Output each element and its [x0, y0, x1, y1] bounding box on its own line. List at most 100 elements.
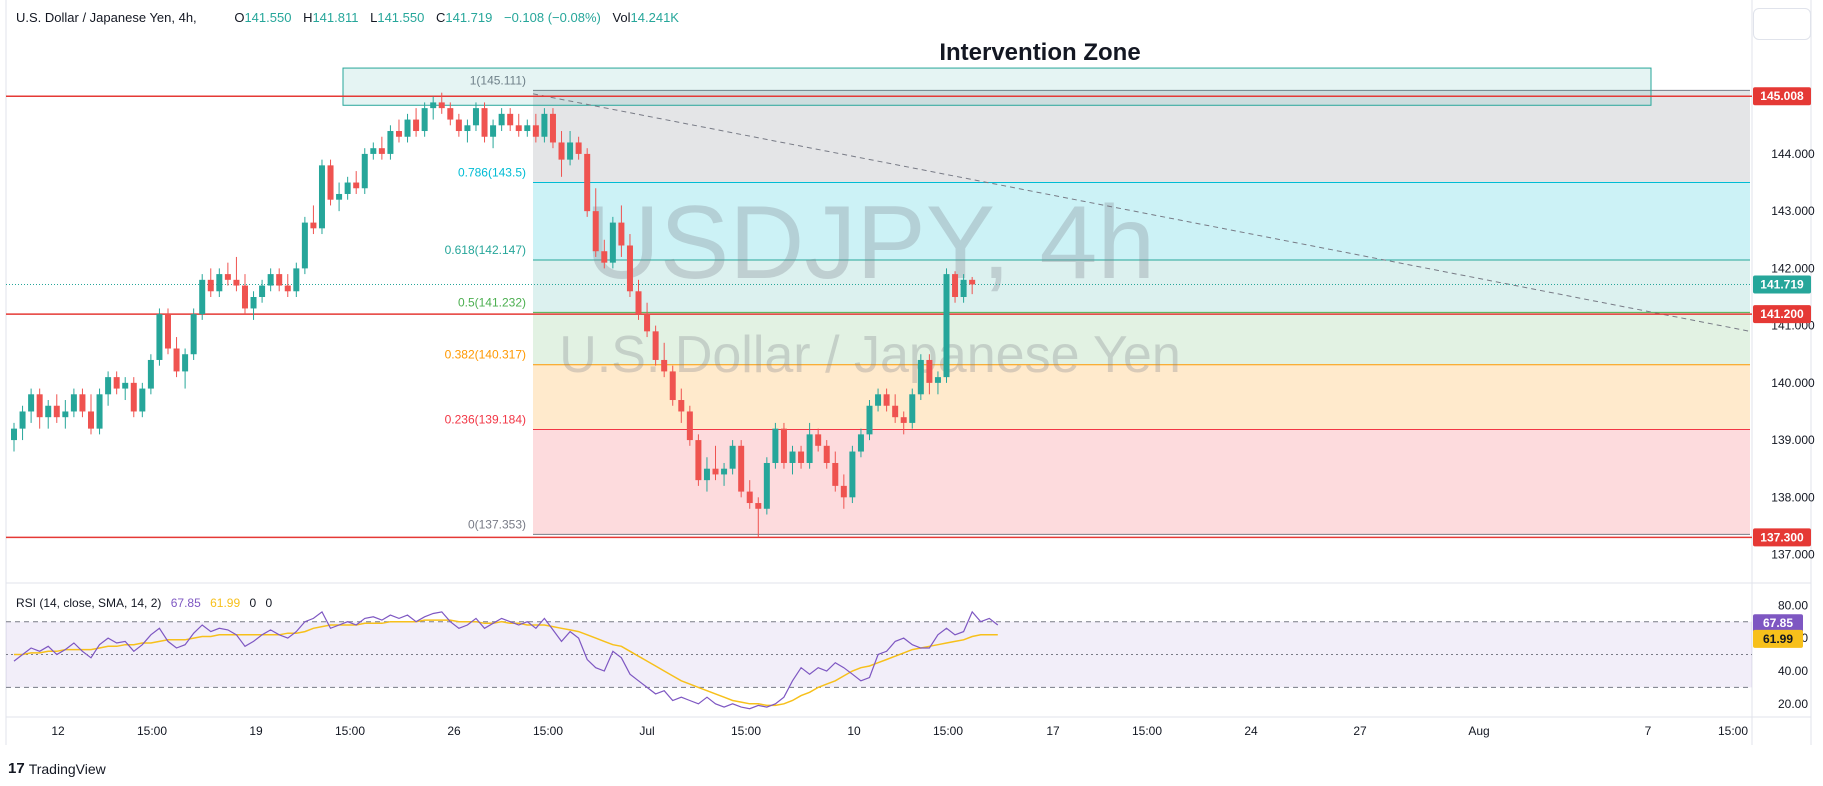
time-tick-label: 27	[1353, 724, 1367, 738]
rsi-zero-2: 0	[265, 596, 273, 610]
price-tick-label: 137.000	[1771, 548, 1815, 562]
candle-body	[336, 193, 343, 200]
price-label-text: 145.008	[1760, 89, 1804, 103]
candle-body	[772, 428, 779, 463]
candle-body	[960, 279, 967, 297]
candle-body	[301, 222, 308, 269]
candle-body	[969, 279, 976, 285]
candle-body	[447, 108, 454, 120]
candle-body	[875, 394, 882, 406]
candle-body	[11, 428, 17, 441]
candle-body	[344, 182, 351, 194]
watermark-subtitle: U.S. Dollar / Japanese Yen	[559, 326, 1181, 384]
fib-label-0.5: 0.5(141.232)	[458, 295, 526, 309]
candle-body	[652, 331, 659, 360]
price-label-text: 141.719	[1760, 277, 1804, 291]
candle-body	[464, 125, 471, 132]
candle-body	[455, 119, 462, 132]
candle-body	[729, 445, 736, 469]
time-tick-label: 15:00	[335, 724, 365, 738]
candle-body	[763, 462, 770, 509]
candle-body	[45, 405, 52, 418]
candle-body	[378, 148, 385, 154]
candle-body	[404, 119, 411, 137]
rsi-legend[interactable]: RSI (14, close, SMA, 14, 2) 67.85 61.99 …	[16, 596, 272, 610]
intervention-zone-label: Intervention Zone	[939, 39, 1140, 66]
candle-body	[626, 245, 633, 292]
candle-body	[892, 405, 899, 418]
candle-body	[353, 182, 360, 189]
rsi-value-badge-text: 61.99	[1763, 632, 1793, 646]
candle-body	[276, 274, 283, 286]
candle-body	[79, 394, 86, 412]
candle-body	[250, 297, 257, 309]
candle-body	[703, 468, 710, 481]
toolbar-button[interactable]	[1753, 8, 1811, 40]
candle-body	[695, 440, 702, 481]
brand-name: TradingView	[28, 760, 106, 777]
fib-label-0: 0(137.353)	[468, 517, 526, 531]
rsi-value-badge	[1753, 614, 1803, 633]
candle-body	[147, 359, 154, 389]
candle-body	[19, 411, 26, 429]
candle-body	[413, 119, 420, 132]
price-tick-label: 142.000	[1771, 261, 1815, 275]
time-tick-label: 15:00	[731, 724, 761, 738]
candle-body	[900, 417, 907, 423]
candle-body	[798, 451, 805, 463]
time-tick-label: 26	[447, 724, 461, 738]
candle-body	[866, 405, 873, 435]
fib-label-1: 1(145.111)	[470, 73, 526, 87]
candle-body	[575, 142, 582, 154]
candle-body	[259, 285, 266, 297]
price-label-text: 141.200	[1760, 307, 1804, 321]
candle-body	[216, 274, 223, 292]
rsi-tick-label: 80.00	[1778, 598, 1808, 612]
candle-body	[532, 125, 539, 137]
candle-body	[293, 268, 300, 292]
candle-body	[883, 394, 890, 406]
candle-body	[113, 377, 120, 389]
intervention-zone	[342, 67, 1652, 106]
candle-body	[712, 468, 719, 475]
candle-body	[934, 377, 941, 383]
candle-body	[130, 382, 137, 412]
candle-body	[609, 222, 616, 263]
candle-body	[421, 108, 428, 132]
candle-body	[190, 314, 197, 355]
time-tick-label: Jul	[639, 724, 654, 738]
candle-body	[644, 314, 651, 332]
candle-body	[524, 125, 531, 132]
rsi-sma-line	[14, 619, 998, 707]
fib-label-0.236: 0.236(139.184)	[445, 413, 526, 427]
candle-body	[241, 285, 248, 309]
candle-body	[635, 291, 642, 315]
tradingview-footer[interactable]: 17 TradingView	[8, 760, 106, 777]
time-tick-label: 12	[51, 724, 65, 738]
candle-body	[173, 348, 180, 372]
candle-body	[267, 274, 274, 286]
candle-body	[96, 394, 103, 429]
candle-body	[909, 394, 916, 423]
symbol-name[interactable]: U.S. Dollar / Japanese Yen, 4h,	[16, 10, 197, 25]
candle-body	[284, 285, 291, 292]
candle-body	[87, 411, 94, 429]
candle-body	[472, 108, 479, 126]
fib-band-0.786	[533, 182, 1750, 260]
candle-body	[105, 377, 112, 395]
rsi-label: RSI (14, close, SMA, 14, 2)	[16, 596, 162, 610]
candle-body	[156, 314, 163, 360]
candle-body	[943, 274, 950, 378]
rsi-zero-1: 0	[249, 596, 257, 610]
candle-body	[182, 354, 189, 372]
time-tick-label: 7	[1645, 724, 1652, 738]
tradingview-logo-icon: 17	[8, 760, 25, 777]
candle-body	[558, 142, 565, 160]
candle-body	[318, 165, 325, 229]
rsi-sma-value: 61.99	[210, 596, 241, 610]
price-tick-label: 138.000	[1771, 490, 1815, 504]
candle-body	[780, 428, 787, 463]
candle-body	[592, 211, 599, 252]
fib-label-0.382: 0.382(140.317)	[445, 348, 526, 362]
